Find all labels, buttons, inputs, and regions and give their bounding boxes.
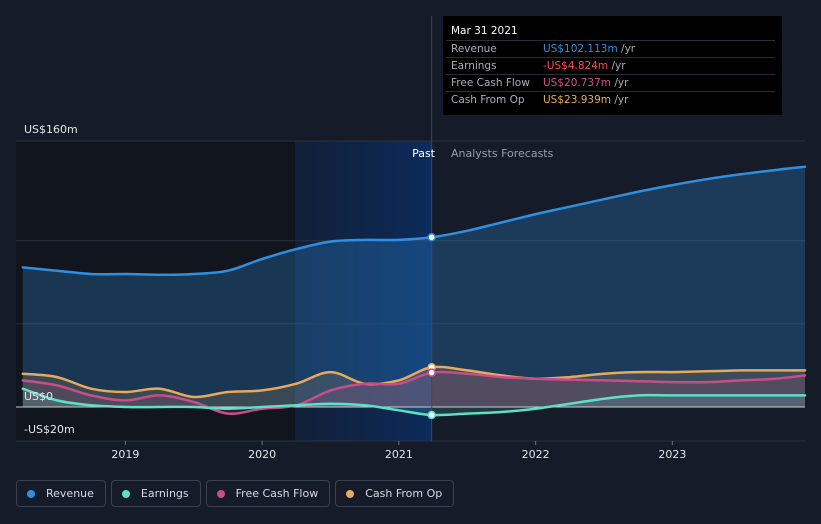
tooltip-value: US$102.113m /yr — [543, 43, 635, 55]
legend-label: Free Cash Flow — [235, 487, 319, 500]
legend-label: Earnings — [140, 487, 189, 500]
tooltip-row-cash-from-op: Cash From Op US$23.939m /yr — [446, 91, 775, 108]
x-axis-ticks: 2019 2020 2021 2022 2023 — [111, 441, 686, 461]
marker-revenue — [427, 233, 436, 242]
series-markers — [427, 233, 436, 420]
marker-free-cash-flow — [427, 368, 436, 377]
tooltip-value: US$20.737m /yr — [543, 77, 628, 89]
legend-dot-icon — [27, 489, 35, 498]
grid-lines — [16, 140, 805, 442]
forecast-label: Analysts Forecasts — [451, 147, 554, 160]
tooltip-row-earnings: Earnings -US$4.824m /yr — [446, 57, 775, 74]
line-cash-from-op — [21, 365, 807, 399]
tooltip-label: Free Cash Flow — [451, 77, 530, 89]
x-tick-label: 2020 — [248, 448, 276, 461]
tooltip-value-number: US$102.113m — [543, 43, 618, 55]
line-free-cash-flow — [21, 370, 807, 416]
line-revenue — [21, 165, 807, 277]
x-tick-label: 2023 — [658, 448, 686, 461]
y-axis-label-zero: US$0 — [24, 390, 53, 403]
y-axis-label-bottom: -US$20m — [24, 423, 75, 436]
legend-dot-icon — [216, 489, 225, 498]
y-axis-label-top: US$160m — [24, 123, 78, 136]
legend-dot-icon — [346, 489, 355, 498]
legend: Revenue Earnings Free Cash Flow Cash Fro… — [16, 480, 455, 509]
tooltip-unit: /yr — [614, 94, 629, 106]
tooltip-label: Cash From Op — [451, 94, 525, 106]
area-earnings — [22, 388, 806, 416]
tooltip-date: Mar 31 2021 — [451, 25, 518, 37]
tooltip-row-revenue: Revenue US$102.113m /yr — [446, 40, 775, 57]
tooltip-label: Revenue — [451, 43, 497, 55]
past-label: Past — [412, 147, 436, 160]
tooltip-unit: /yr — [611, 60, 626, 72]
tooltip-unit: /yr — [614, 77, 629, 89]
legend-label: Revenue — [46, 487, 94, 500]
x-tick-label: 2019 — [111, 448, 139, 461]
legend-item-cash-from-op[interactable]: Cash From Op — [335, 480, 455, 507]
area-revenue — [22, 166, 806, 407]
tooltip-label: Earnings — [451, 60, 497, 72]
tooltip: Mar 31 2021 Revenue US$102.113m /yr Earn… — [443, 16, 782, 115]
tooltip-value: US$23.939m /yr — [543, 94, 628, 106]
legend-label: Cash From Op — [365, 487, 443, 500]
tooltip-unit: /yr — [621, 43, 636, 55]
tooltip-value: -US$4.824m /yr — [543, 60, 626, 72]
area-free-cash-flow — [22, 371, 806, 414]
x-tick-label: 2022 — [522, 448, 550, 461]
legend-dot-icon — [121, 489, 130, 498]
x-tick-label: 2021 — [385, 448, 413, 461]
highlight-region — [294, 141, 432, 441]
line-earnings — [21, 387, 807, 417]
legend-item-revenue[interactable]: Revenue — [16, 480, 106, 507]
legend-item-earnings[interactable]: Earnings — [110, 480, 201, 507]
series-lines — [21, 165, 807, 417]
tooltip-value-number: US$23.939m — [543, 94, 611, 106]
tooltip-row-free-cash-flow: Free Cash Flow US$20.737m /yr — [446, 74, 775, 91]
tooltip-value-number: US$20.737m — [543, 77, 611, 89]
marker-earnings — [427, 410, 436, 420]
tooltip-value-number: -US$4.824m — [543, 60, 609, 72]
legend-item-free-cash-flow[interactable]: Free Cash Flow — [205, 480, 331, 507]
